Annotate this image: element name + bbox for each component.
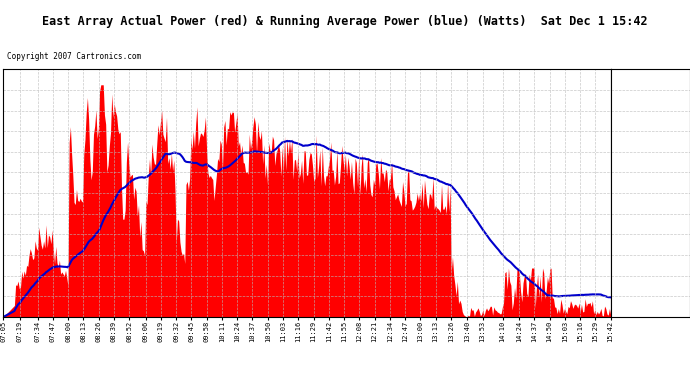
Text: Copyright 2007 Cartronics.com: Copyright 2007 Cartronics.com xyxy=(7,52,141,61)
Text: East Array Actual Power (red) & Running Average Power (blue) (Watts)  Sat Dec 1 : East Array Actual Power (red) & Running … xyxy=(42,15,648,28)
